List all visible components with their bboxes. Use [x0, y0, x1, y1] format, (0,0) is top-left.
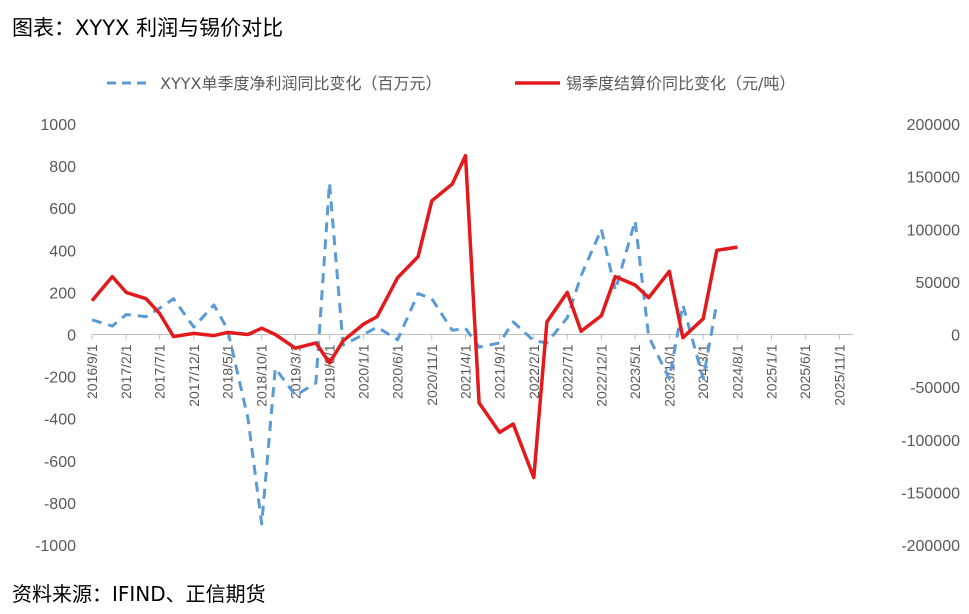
left-tick-label: 600	[49, 201, 76, 218]
right-axis: 200000 150000 100000 50000 0 -50000 -100000 -15…	[901, 117, 960, 555]
x-tick-label: 2022/12/1	[593, 344, 609, 406]
x-tick-label: 2017/2/1	[118, 344, 134, 399]
series-layer	[90, 153, 738, 526]
figure-title: 图表：XYYX 利润与锡价对比	[12, 16, 284, 40]
right-tick-label: 0	[951, 328, 960, 345]
left-tick-label: 1000	[40, 117, 76, 134]
x-tick-label: 2017/7/1	[152, 344, 168, 399]
left-tick-label: 400	[49, 243, 76, 260]
left-tick-label: 200	[49, 285, 76, 302]
x-tick-label: 2022/2/1	[526, 344, 542, 399]
x-tick-label: 2020/1/1	[356, 344, 372, 399]
x-tick-label: 2017/12/1	[186, 344, 202, 406]
x-tick-label: 2019/3/1	[287, 344, 303, 399]
x-tick-label: 2020/11/1	[424, 344, 440, 405]
left-axis: 1000 800 600 400 200 0 -200 -400 -600 -800 -1000	[35, 117, 76, 555]
x-tick-label: 2018/10/1	[254, 344, 270, 406]
x-tick-label: 2016/9/1	[84, 344, 100, 399]
x-tick-label: 2025/6/1	[797, 344, 813, 399]
x-tick-label: 2024/3/1	[695, 344, 711, 399]
right-tick-label: 100000	[907, 222, 960, 239]
right-tick-label: 150000	[907, 170, 960, 187]
left-tick-label: 0	[67, 328, 76, 345]
right-tick-label: 200000	[907, 117, 960, 134]
left-tick-label: -1000	[35, 538, 76, 555]
x-tick-label: 2025/11/1	[831, 344, 847, 405]
x-tick-label: 2023/5/1	[627, 344, 643, 399]
x-axis: 2016/9/1 2017/2/1 2017/7/1 2017/12/1 2018/5/…	[84, 334, 853, 407]
legend-label-tin-price: 锡季度结算价同比变化（元/吨）	[566, 74, 795, 93]
left-tick-label: -600	[44, 454, 76, 471]
x-tick-label: 2018/5/1	[220, 344, 236, 399]
x-tick-label: 2025/1/1	[764, 344, 780, 399]
left-tick-label: 800	[49, 159, 76, 176]
x-tick-label: 2024/8/1	[729, 344, 745, 399]
right-tick-label: -100000	[901, 433, 960, 450]
x-tick-label: 2021/9/1	[492, 344, 508, 399]
x-tick-label: 2021/4/1	[458, 344, 474, 399]
right-tick-label: -150000	[901, 485, 960, 502]
series-line-tin-price	[90, 153, 738, 480]
left-tick-label: -800	[44, 496, 76, 513]
chart-legend: XYYX单季度净利润同比变化（百万元） 锡季度结算价同比变化（元/吨）	[107, 74, 795, 93]
left-tick-label: -200	[44, 370, 76, 387]
legend-label-profit: XYYX单季度净利润同比变化（百万元）	[160, 74, 441, 93]
x-tick-label: 2022/7/1	[559, 344, 575, 399]
right-tick-label: -50000	[910, 380, 960, 397]
x-tick-label: 2020/6/1	[390, 344, 406, 399]
right-tick-label: -200000	[901, 538, 960, 555]
figure-source: 资料来源：IFIND、正信期货	[12, 582, 266, 606]
left-tick-label: -400	[44, 412, 76, 429]
right-tick-label: 50000	[916, 275, 961, 292]
